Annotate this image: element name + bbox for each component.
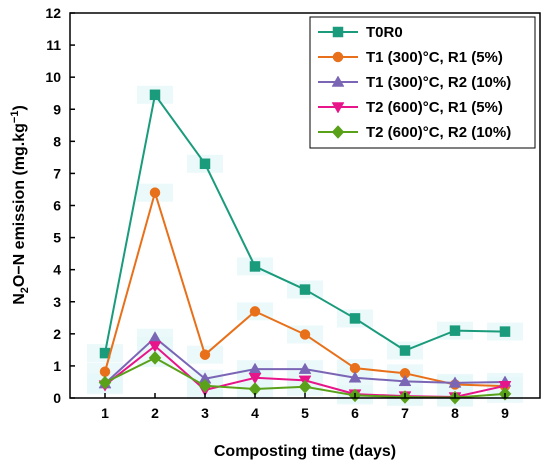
data-point [299,329,311,340]
y-tick-label: 3 [53,294,61,310]
data-point [349,313,361,324]
y-tick-label: 7 [53,165,61,181]
y-tick-label: 8 [53,133,61,149]
x-tick-label: 7 [401,405,409,421]
data-point [249,261,261,272]
y-tick-label: 10 [45,69,61,85]
x-tick-label: 5 [301,405,309,421]
legend: T0R0 T1 (300)°C, R1 (5%) T1 (300)°C, R2 (1… [309,16,536,149]
y-axis-title: N2O−N emission (mg.kg−1) [9,105,31,305]
x-tick-label: 2 [151,405,159,421]
data-point [98,375,112,390]
y-tick-label: 1 [53,358,61,374]
data-point [199,349,211,360]
legend-items: T0R0 T1 (300)°C, R1 (5%) T1 (300)°C, R2 (1… [318,24,511,141]
x-tick-label: 1 [101,405,109,421]
x-tick-label: 9 [501,405,509,421]
y-tick-label: 5 [53,230,61,246]
data-point [348,371,362,383]
legend-item: T0R0 [318,24,403,41]
x-tick-label: 4 [251,405,259,421]
legend-marker [331,75,345,87]
data-point [198,378,212,393]
data-point [448,376,462,388]
data-point [499,326,511,337]
x-axis: 1 2 3 4 5 6 7 8 9 [101,393,509,421]
y-tick-label: 0 [53,390,61,406]
legend-label: T1 (300)°C, R2 (10%) [366,74,511,91]
legend-marker [331,125,345,139]
data-point [399,345,411,356]
y-tick-label: 12 [45,5,61,21]
series-square [99,89,511,359]
data-point [248,373,262,385]
y-tick-label: 4 [53,262,61,278]
series-layer [98,89,512,405]
x-tick-label: 6 [351,405,359,421]
legend-item: T1 (300)°C, R1 (5%) [318,49,503,66]
data-point [498,381,512,393]
data-point [199,158,211,170]
legend-label: T2 (600)°C, R2 (10%) [366,124,511,141]
legend-label: T0R0 [366,24,403,41]
y-tick-label: 9 [53,101,61,117]
data-point [299,284,311,295]
legend-label: T1 (300)°C, R1 (5%) [366,49,503,66]
legend-marker [332,51,344,63]
x-axis-title: Composting time (days) [214,443,396,460]
data-point [149,187,161,198]
legend-marker [332,26,344,38]
data-point [148,351,162,365]
legend-item: T2 (600)°C, R1 (5%) [318,99,503,116]
data-point [398,374,412,387]
data-point [148,341,162,353]
data-point [149,89,161,101]
x-tick-label: 8 [451,405,459,421]
legend-marker [331,102,345,114]
y-tick-label: 2 [53,326,61,342]
data-point [99,366,111,377]
x-tick-label: 3 [201,405,209,421]
data-point [449,325,461,336]
data-point [249,306,261,317]
legend-item: T1 (300)°C, R2 (10%) [318,74,511,91]
legend-item: T2 (600)°C, R2 (10%) [318,124,511,141]
legend-label: T2 (600)°C, R1 (5%) [366,99,503,116]
y-tick-label: 6 [53,198,61,214]
y-tick-label: 11 [46,37,61,53]
data-point [298,362,312,374]
